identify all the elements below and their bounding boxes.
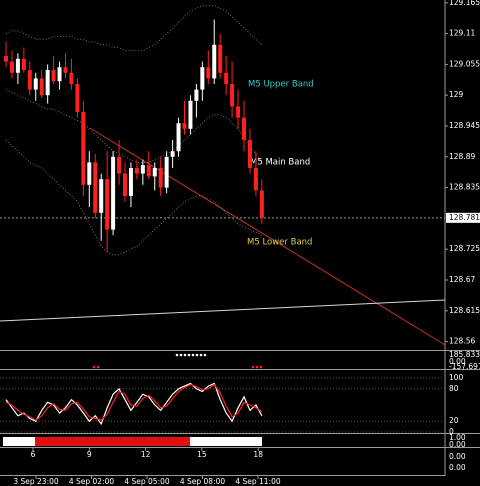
panel-label: 1.00	[449, 433, 466, 442]
candle-body	[188, 100, 193, 129]
candle-body	[224, 72, 229, 84]
candle-body	[128, 168, 133, 196]
candle-body	[39, 78, 44, 96]
last-price-box	[446, 212, 480, 223]
candle-body	[27, 70, 32, 90]
candle-body	[194, 89, 199, 101]
candle-body	[146, 165, 151, 177]
candle-body	[176, 123, 181, 152]
band-label: M5 Lower Band	[247, 238, 312, 248]
signal-dots	[92, 365, 263, 369]
y-tick-label: 128.945	[449, 121, 480, 130]
panel-label: 0.00	[449, 452, 466, 461]
osc-line	[5, 383, 263, 421]
candle-body	[152, 168, 157, 177]
candle-body	[117, 156, 122, 174]
candle-body	[87, 162, 92, 185]
horizontal-line	[0, 299, 446, 322]
candle-body	[158, 168, 163, 188]
panel-label: 0.00	[449, 463, 466, 472]
y-tick-label: 128.56	[449, 337, 475, 346]
candle-body	[123, 173, 127, 196]
band-label: M5 Main Band	[250, 158, 310, 168]
y-tick-label: 129.165	[449, 0, 480, 7]
y-tick-label: 129.055	[449, 59, 480, 68]
last-price-label: 128.781	[449, 213, 480, 222]
hour-label: 12	[141, 450, 151, 459]
hour-label: 15	[197, 450, 207, 459]
y-tick-label: 128.615	[449, 306, 480, 315]
y-tick-label: 129.11	[449, 29, 475, 38]
candle-body	[230, 84, 235, 107]
time-label: 4 Sep 02:00	[69, 477, 115, 486]
time-label: 4 Sep 11:00	[235, 477, 281, 486]
candle-body	[164, 156, 169, 188]
hour-label: 9	[87, 450, 92, 459]
y-tick-label: 128.89	[449, 152, 475, 161]
band-label: M5 Upper Band	[248, 80, 314, 90]
panel-label: -157.6974	[449, 362, 480, 371]
candle-body	[93, 162, 98, 213]
time-label: 4 Sep 08:00	[180, 477, 226, 486]
candle-body	[170, 151, 175, 157]
candle-body	[182, 123, 187, 129]
candle-body	[253, 168, 258, 191]
candle-body	[21, 58, 26, 70]
candle-body	[206, 67, 211, 79]
panel-label: 0.00	[449, 357, 466, 366]
osc-tick-label: 100	[449, 373, 464, 382]
osc-tick-label: 80	[449, 384, 459, 393]
candle-body	[4, 56, 8, 62]
candle-body	[51, 70, 56, 82]
candle-body	[45, 70, 50, 96]
candle-body	[212, 44, 217, 79]
trend-strip-bear	[35, 437, 190, 446]
candle-body	[99, 179, 104, 213]
candle-body	[218, 44, 223, 73]
osc-line	[5, 382, 263, 426]
signal-dots	[175, 353, 207, 357]
hour-label: 18	[253, 450, 263, 459]
time-label: 4 Sep 05:00	[124, 477, 170, 486]
candle-body	[140, 165, 145, 174]
candle-body	[75, 84, 80, 112]
osc-tick-label: 0	[449, 427, 454, 436]
y-tick-label: 128.835	[449, 183, 480, 192]
candle-body	[105, 179, 110, 230]
candle-body	[259, 190, 264, 218]
candle-body	[111, 156, 116, 230]
candle-body	[242, 117, 246, 140]
y-tick-label: 128.725	[449, 244, 480, 253]
candle-body	[134, 168, 139, 174]
candle-body	[200, 67, 205, 90]
y-tick-label: 129	[449, 90, 464, 99]
time-label: 3 Sep 23:00	[13, 477, 59, 486]
candle-body	[247, 140, 252, 168]
candle-body	[69, 72, 74, 84]
candle-body	[81, 112, 86, 185]
candle-body	[9, 61, 14, 73]
candle-body	[236, 106, 241, 118]
band-line	[5, 5, 263, 51]
panel-label: 185.8333	[449, 350, 480, 359]
y-tick-label: 128.67	[449, 275, 475, 284]
candle-body	[57, 67, 62, 82]
panel-label: 0.00	[449, 440, 466, 449]
candle-body	[63, 67, 68, 73]
osc-tick-label: 20	[449, 416, 459, 425]
candle-body	[33, 78, 38, 90]
hour-label: 6	[31, 450, 36, 459]
candle-body	[15, 58, 20, 73]
